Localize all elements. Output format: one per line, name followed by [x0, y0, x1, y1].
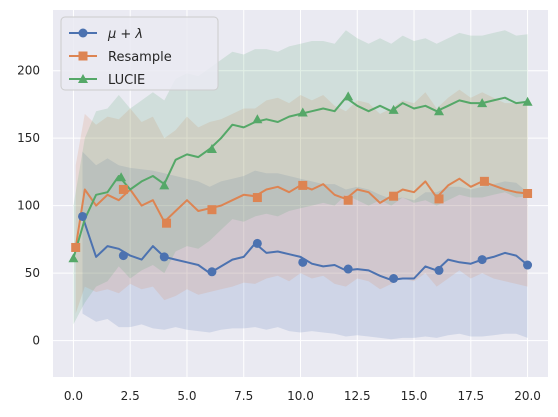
marker-resample [389, 191, 399, 201]
marker-resample [523, 189, 533, 198]
marker-mu-lambda [389, 274, 399, 284]
y-tick-labels: 0 50 100 150 200 [17, 64, 40, 348]
legend: μ + λ Resample LUCIE [60, 16, 219, 91]
x-tick-label: 0.0 [64, 389, 83, 403]
y-tick-label: 50 [25, 266, 40, 280]
marker-resample [343, 195, 353, 205]
marker-resample [207, 205, 217, 215]
marker-mu-lambda [434, 265, 444, 275]
band-lucie [73, 30, 528, 325]
series-markers [68, 91, 533, 284]
marker-lucie [388, 104, 399, 114]
marker-lucie [68, 253, 79, 263]
legend-label-resample: Resample [108, 50, 172, 65]
legend-box [60, 16, 219, 91]
marker-mu-lambda [523, 260, 533, 270]
x-tick-label: 10.0 [287, 389, 314, 403]
marker-resample [434, 194, 444, 204]
marker-resample [71, 242, 81, 252]
legend-marker-lucie [78, 74, 88, 83]
x-tick-label: 7.5 [234, 389, 253, 403]
x-tick-label: 15.0 [401, 389, 428, 403]
y-tick-label: 0 [32, 334, 40, 348]
marker-mu-lambda [207, 267, 217, 277]
marker-mu-lambda [477, 255, 487, 265]
y-tick-label: 200 [17, 64, 40, 78]
y-tick-label: 100 [17, 199, 40, 213]
legend-label-mu-lambda: μ + λ [107, 27, 143, 42]
marker-lucie [206, 143, 217, 153]
confidence-bands [73, 30, 528, 340]
marker-mu-lambda [118, 251, 128, 261]
marker-lucie [477, 98, 488, 108]
marker-lucie [252, 114, 263, 124]
x-tick-label: 2.5 [121, 389, 140, 403]
marker-lucie [116, 172, 127, 182]
x-tick-label: 12.5 [344, 389, 371, 403]
marker-mu-lambda [78, 211, 88, 221]
band-mu-lambda [82, 151, 528, 340]
legend-marker-resample [78, 51, 88, 61]
marker-lucie [159, 180, 170, 190]
x-tick-label: 5.0 [177, 389, 196, 403]
marker-resample [118, 184, 128, 194]
marker-mu-lambda [298, 257, 308, 267]
marker-resample [479, 176, 489, 186]
x-tick-label: 20.0 [514, 389, 541, 403]
marker-resample [298, 180, 308, 190]
marker-lucie [434, 106, 445, 116]
x-tick-label: 17.5 [457, 389, 484, 403]
marker-resample [252, 193, 262, 203]
marker-mu-lambda [159, 252, 169, 262]
marker-lucie [522, 96, 533, 106]
marker-mu-lambda [252, 238, 262, 248]
y-tick-label: 150 [17, 131, 40, 145]
marker-lucie [343, 91, 354, 101]
marker-lucie [297, 107, 308, 117]
legend-marker-mu-lambda [78, 28, 88, 38]
band-resample [75, 89, 528, 314]
legend-label-lucie: LUCIE [108, 73, 145, 88]
marker-resample [162, 218, 172, 228]
marker-mu-lambda [343, 264, 353, 274]
x-tick-labels: 0.0 2.5 5.0 7.5 10.0 12.5 15.0 17.5 20.0 [64, 389, 541, 403]
